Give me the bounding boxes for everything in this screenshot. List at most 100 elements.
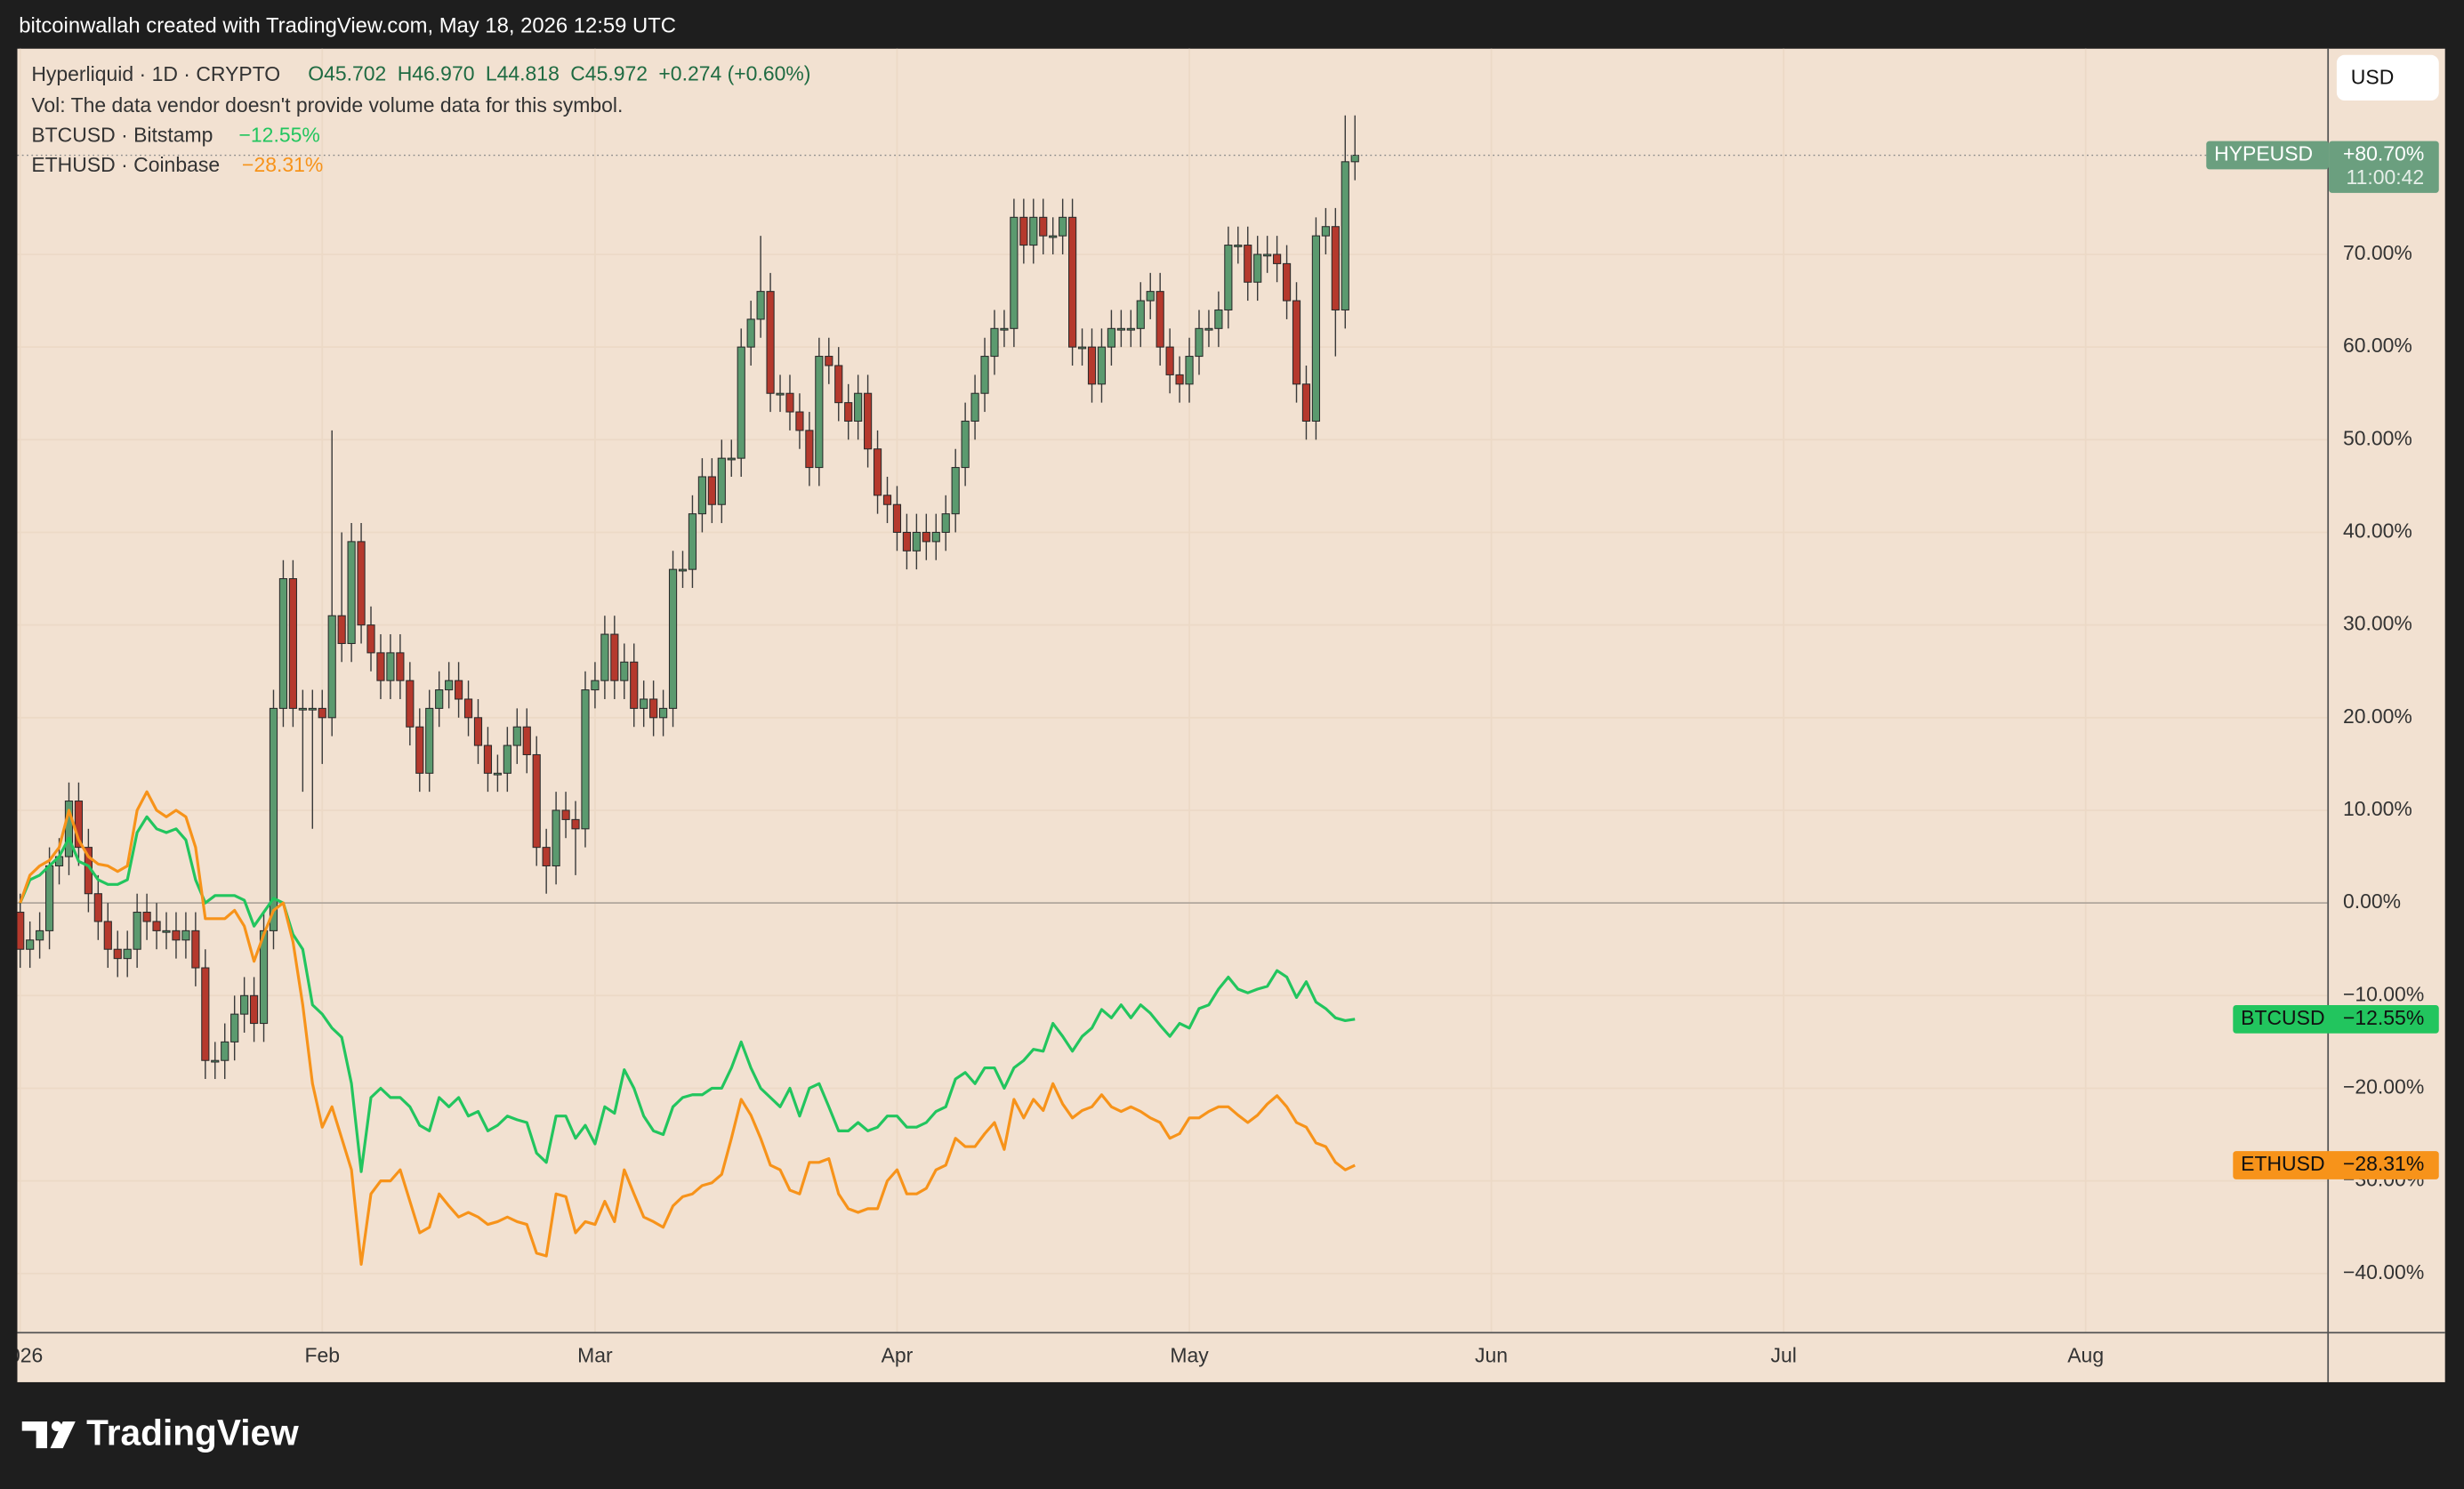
symbol: Hyperliquid · 1D · CRYPTO — [31, 62, 280, 85]
ohlc-item: O45.702 — [308, 62, 386, 85]
candle-body — [668, 568, 678, 709]
candle-body — [785, 392, 794, 413]
candle-body — [961, 420, 970, 469]
candle-body — [298, 707, 307, 711]
candle-body — [1214, 309, 1223, 329]
x-tick-label: Mar — [577, 1344, 613, 1367]
candle-body — [1204, 327, 1213, 331]
candle-body — [74, 801, 84, 849]
candle-body — [854, 392, 863, 423]
candle-body — [591, 680, 600, 691]
y-tick-label: 40.00% — [2343, 519, 2412, 543]
candle-body — [717, 457, 726, 505]
price-tag — [2206, 141, 2330, 170]
logo-slash — [50, 1421, 76, 1449]
candle-body — [1263, 254, 1272, 257]
candle-body — [347, 541, 356, 645]
candle-body — [1195, 327, 1204, 358]
candle-body — [600, 633, 609, 681]
candle-body — [366, 624, 375, 654]
plot: 2026FebMarAprMayJunJulAug−40.00%−30.00%−… — [0, 48, 2424, 1367]
candle-body — [396, 652, 405, 681]
candle-body — [912, 531, 921, 551]
candle-body — [1311, 235, 1321, 423]
candle-body — [707, 476, 716, 505]
candle-body — [221, 1041, 229, 1061]
candle-body — [542, 847, 551, 867]
candle-body — [552, 809, 560, 867]
candle-body — [1224, 245, 1233, 311]
candle-body — [406, 680, 415, 728]
candle-body — [892, 503, 902, 534]
candle-body — [1126, 327, 1135, 331]
y-tick-label: 60.00% — [2343, 334, 2412, 357]
candle-body — [172, 930, 181, 941]
candle-body — [1175, 374, 1184, 385]
candle-body — [288, 578, 297, 709]
candle-body — [240, 994, 249, 1015]
logo-dot — [51, 1421, 62, 1432]
candle-body — [1321, 226, 1330, 237]
candle-body — [483, 744, 493, 774]
candle-body — [181, 930, 190, 941]
candle-body — [230, 1013, 239, 1042]
candle-body — [1087, 346, 1097, 385]
candle-body — [561, 809, 570, 820]
line-series — [19, 790, 1356, 1266]
y-tick-label: 70.00% — [2343, 241, 2412, 264]
y-tick-label: 10.00% — [2343, 797, 2412, 820]
candle-body — [581, 689, 590, 830]
candle-body — [1049, 235, 1058, 238]
candle-body — [435, 689, 444, 709]
candle-body — [386, 652, 395, 681]
legend: Hyperliquid · 1D · CRYPTO O45.702 H46.970… — [31, 62, 810, 176]
candle-body — [1019, 216, 1028, 246]
candle-body — [133, 912, 141, 950]
series-tag-value: −12.55% — [2343, 1006, 2424, 1029]
candle-body — [649, 698, 658, 719]
ohlc-item: H46.970 — [398, 62, 475, 85]
candle-body — [44, 865, 54, 931]
candle-body — [376, 652, 385, 681]
candle-body — [737, 346, 745, 459]
btc-legend-value: −12.55% — [239, 124, 320, 147]
candle-body — [445, 680, 454, 691]
candle-body — [640, 698, 648, 709]
ohlc: O45.702 H46.970 L44.818 C45.972 +0.274 (+0.6… — [308, 62, 810, 85]
series-tag-name: ETHUSD — [2241, 1152, 2324, 1175]
candle-body — [1244, 245, 1252, 283]
candle-body — [970, 392, 979, 423]
logo-mark — [21, 1421, 47, 1449]
y-tick-label: 20.00% — [2343, 704, 2412, 728]
currency-button[interactable] — [2336, 54, 2439, 101]
x-tick-label: Feb — [304, 1344, 340, 1367]
candle-body — [902, 531, 912, 551]
x-tick-label: Apr — [882, 1344, 914, 1367]
y-tick-label: −20.00% — [2343, 1075, 2424, 1099]
currency[interactable]: USD — [2351, 65, 2394, 88]
candle-body — [805, 430, 814, 469]
candle-body — [278, 578, 288, 709]
candle-body — [571, 818, 580, 830]
candle-body — [1068, 216, 1077, 348]
candle-body — [795, 411, 804, 431]
price-tag-value: +80.70% — [2343, 142, 2424, 165]
candle-body — [113, 948, 122, 960]
candle-body — [1146, 291, 1155, 302]
candle-body — [1350, 154, 1359, 163]
btc-legend: BTCUSD · Bitstamp — [31, 124, 213, 147]
candle-body — [1097, 346, 1107, 385]
candle-body — [922, 531, 930, 543]
candle-body — [1059, 216, 1067, 237]
eth-legend-value: −28.31% — [242, 153, 323, 176]
candle-body — [980, 356, 989, 394]
candle-body — [620, 661, 629, 681]
series-tag — [2233, 1151, 2439, 1179]
candle-body — [882, 495, 892, 505]
x-tick-label: Jun — [1475, 1344, 1508, 1367]
candle-body — [678, 568, 688, 572]
candle-body — [415, 726, 424, 774]
candle-body — [123, 948, 132, 960]
candle-body — [931, 531, 940, 543]
